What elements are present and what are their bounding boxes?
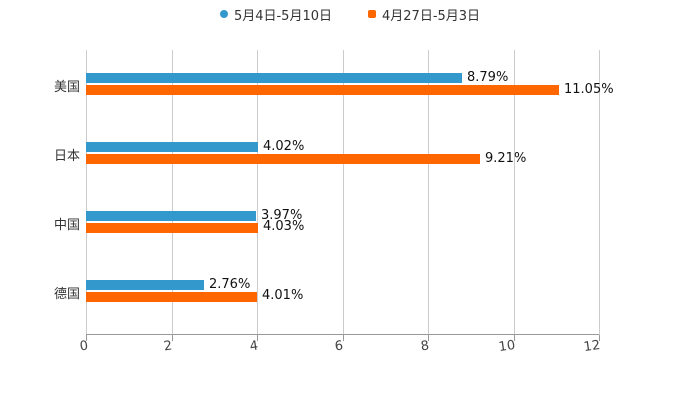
x-tick	[428, 335, 429, 341]
gridline	[513, 50, 515, 335]
legend-item-week-apr27[interactable]: 4月27日-5月3日	[368, 5, 481, 24]
bar-us-week-may4[interactable]	[86, 73, 462, 83]
bar-germany-week-may4[interactable]	[86, 280, 204, 290]
x-tick	[599, 335, 600, 341]
value-label: 4.02%	[263, 139, 305, 154]
value-label: 3.97%	[261, 208, 303, 223]
x-tick-label: 12	[582, 337, 602, 356]
value-label: 8.79%	[467, 70, 509, 85]
gridline	[171, 50, 173, 335]
gridline	[86, 50, 87, 335]
bar-japan-week-may4[interactable]	[86, 142, 258, 152]
gridline	[599, 50, 600, 335]
category-label-china: 中国	[53, 218, 80, 233]
x-tick	[342, 335, 344, 341]
x-axis-line	[86, 334, 599, 335]
x-tick-label: 10	[497, 337, 517, 356]
legend-label: 5月4日-5月10日	[233, 8, 332, 24]
bar-japan-week-apr27[interactable]	[86, 154, 480, 164]
value-label: 11.05%	[564, 82, 614, 97]
gridline	[257, 50, 258, 335]
x-tick-label: 0	[78, 338, 90, 355]
x-tick	[257, 335, 258, 341]
gridline	[428, 50, 429, 335]
x-tick	[513, 335, 515, 341]
category-label-japan: 日本	[53, 149, 80, 164]
bar-germany-week-apr27[interactable]	[86, 292, 257, 302]
legend-square-icon	[368, 10, 376, 18]
chart-legend: 5月4日-5月10日 4月27日-5月3日	[0, 5, 700, 24]
x-tick	[171, 335, 173, 341]
bar-china-week-may4[interactable]	[86, 211, 256, 221]
value-label: 2.76%	[209, 277, 251, 292]
plot-area	[86, 50, 600, 341]
category-label-us: 美国	[53, 80, 80, 95]
gridline	[342, 50, 344, 335]
legend-circle-icon	[219, 10, 228, 18]
category-label-germany: 德国	[53, 287, 80, 302]
legend-label: 4月27日-5月3日	[382, 8, 481, 24]
bar-china-week-apr27[interactable]	[86, 223, 258, 233]
legend-item-week-may4[interactable]: 5月4日-5月10日	[219, 5, 332, 24]
bar-us-week-apr27[interactable]	[86, 85, 559, 95]
x-tick	[86, 335, 87, 341]
value-label: 9.21%	[485, 151, 527, 166]
value-label: 4.03%	[263, 219, 305, 234]
value-label: 4.01%	[262, 288, 304, 303]
